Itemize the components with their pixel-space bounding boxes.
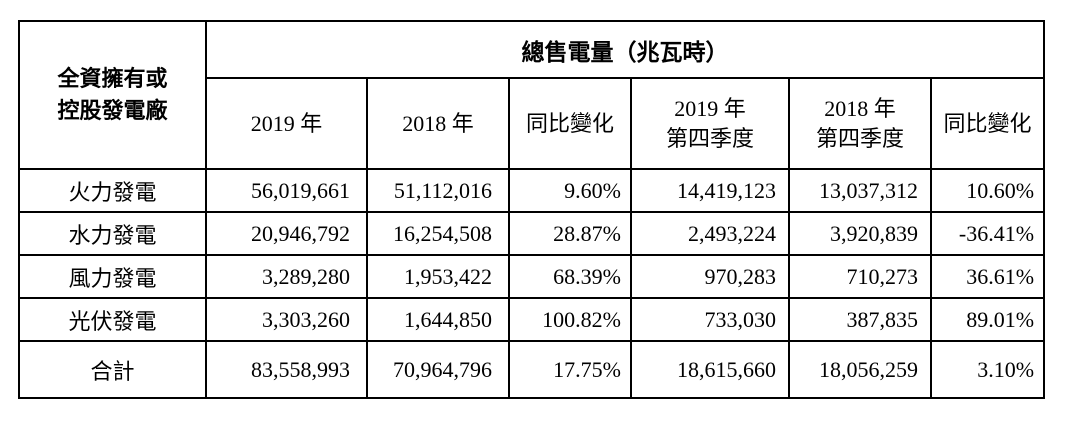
table-row-hydro: 水力發電 20,946,792 16,254,508 28.87% 2,493,… bbox=[18, 211, 1046, 256]
row-label: 火力發電 bbox=[18, 168, 207, 213]
row-label: 光伏發電 bbox=[18, 297, 207, 342]
cell-yoy-q4: 89.01% bbox=[929, 297, 1046, 342]
cell-2019-q4: 14,419,123 bbox=[630, 168, 790, 213]
col-header-yoy-q4: 同比變化 bbox=[929, 77, 1046, 170]
total-yoy: 17.75% bbox=[508, 340, 632, 399]
cell-2019: 3,303,260 bbox=[205, 297, 368, 342]
col-header-2018-q4-line2: 第四季度 bbox=[815, 125, 904, 151]
cell-2019-q4: 970,283 bbox=[630, 254, 790, 299]
total-2018: 70,964,796 bbox=[366, 340, 510, 399]
cell-yoy: 100.82% bbox=[508, 297, 632, 342]
cell-2019-q4: 2,493,224 bbox=[630, 211, 790, 256]
cell-2019: 56,019,661 bbox=[205, 168, 368, 213]
cell-2018-q4: 13,037,312 bbox=[788, 168, 932, 213]
column-header-row: 2019 年 2018 年 同比變化 2019 年 第四季度 2018 年 第四… bbox=[19, 77, 1046, 170]
table-title-row: 全資擁有或 控股發電廠 總售電量（兆瓦時） bbox=[18, 20, 1046, 170]
row-header-plants-line2: 控股發電廠 bbox=[57, 98, 168, 123]
total-label: 合計 bbox=[18, 340, 207, 399]
table-row-wind: 風力發電 3,289,280 1,953,422 68.39% 970,283 … bbox=[18, 254, 1046, 299]
cell-yoy-q4: 36.61% bbox=[929, 254, 1046, 299]
total-yoy-q4: 3.10% bbox=[929, 340, 1046, 399]
cell-2018: 1,953,422 bbox=[366, 254, 510, 299]
cell-yoy: 28.87% bbox=[508, 211, 632, 256]
col-header-2018: 2018 年 bbox=[366, 77, 510, 170]
cell-yoy: 68.39% bbox=[508, 254, 632, 299]
table-title: 總售電量（兆瓦時） bbox=[204, 20, 1046, 79]
cell-2018-q4: 710,273 bbox=[788, 254, 932, 299]
cell-2018: 51,112,016 bbox=[366, 168, 510, 213]
table-row-solar: 光伏發電 3,303,260 1,644,850 100.82% 733,030… bbox=[18, 297, 1046, 342]
col-header-2019: 2019 年 bbox=[205, 77, 368, 170]
row-label: 水力發電 bbox=[18, 211, 207, 256]
cell-2018-q4: 387,835 bbox=[788, 297, 932, 342]
cell-2018: 1,644,850 bbox=[366, 297, 510, 342]
row-header-plants: 全資擁有或 控股發電廠 bbox=[18, 20, 207, 170]
electricity-sales-table: 全資擁有或 控股發電廠 總售電量（兆瓦時） 2019 年 2018 年 同比變化… bbox=[18, 20, 1046, 399]
row-label: 風力發電 bbox=[18, 254, 207, 299]
table-row-total: 合計 83,558,993 70,964,796 17.75% 18,615,6… bbox=[18, 340, 1046, 399]
total-2018-q4: 18,056,259 bbox=[788, 340, 932, 399]
cell-yoy-q4: -36.41% bbox=[929, 211, 1046, 256]
table-row-thermal: 火力發電 56,019,661 51,112,016 9.60% 14,419,… bbox=[18, 168, 1046, 213]
col-header-2019-q4-line1: 2019 年 bbox=[674, 95, 746, 121]
col-header-2018-q4: 2018 年 第四季度 bbox=[788, 77, 932, 170]
cell-2018: 16,254,508 bbox=[366, 211, 510, 256]
cell-yoy-q4: 10.60% bbox=[929, 168, 1046, 213]
cell-2019: 3,289,280 bbox=[205, 254, 368, 299]
row-header-plants-line1: 全資擁有或 bbox=[57, 66, 168, 92]
col-header-yoy: 同比變化 bbox=[508, 77, 632, 170]
total-2019-q4: 18,615,660 bbox=[630, 340, 790, 399]
col-header-2019-q4: 2019 年 第四季度 bbox=[630, 77, 790, 170]
col-header-2019-q4-line2: 第四季度 bbox=[665, 125, 754, 151]
cell-yoy: 9.60% bbox=[508, 168, 632, 213]
cell-2018-q4: 3,920,839 bbox=[788, 211, 932, 256]
col-header-2018-q4-line1: 2018 年 bbox=[824, 95, 896, 121]
cell-2019-q4: 733,030 bbox=[630, 297, 790, 342]
cell-2019: 20,946,792 bbox=[205, 211, 368, 256]
total-2019: 83,558,993 bbox=[205, 340, 368, 399]
